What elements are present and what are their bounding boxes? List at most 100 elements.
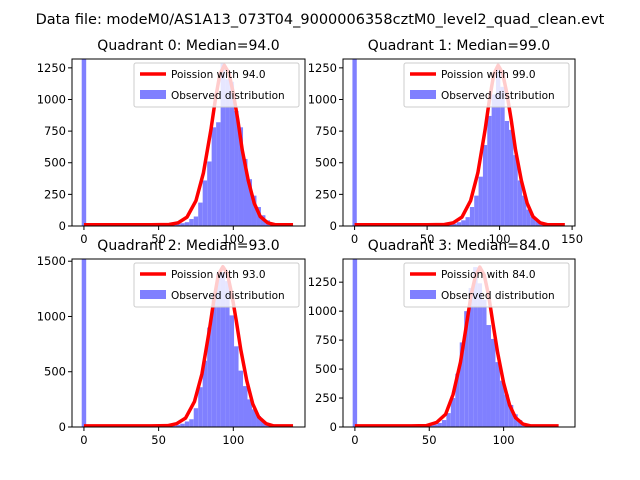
x-tick-label: 150 [561, 232, 583, 246]
histogram-bar [446, 413, 451, 427]
x-tick-label: 0 [80, 232, 87, 246]
y-tick-label: 1000 [308, 304, 337, 318]
histogram-bar [171, 425, 176, 427]
y-tick-label: 500 [44, 156, 66, 170]
y-tick-label: 1000 [37, 309, 66, 323]
histogram-bar [193, 216, 199, 226]
subplot-title: Quadrant 2: Median=93.0 [97, 238, 279, 254]
histogram-bar [452, 223, 457, 226]
histogram-bar [243, 386, 248, 427]
subplot-quadrant-2: Quadrant 2: Median=93.00 50 10005001000150… [37, 238, 306, 447]
histogram-bar [202, 360, 208, 427]
histogram-bar [474, 195, 479, 226]
histogram-bar [517, 180, 523, 226]
histogram-bar [504, 394, 509, 427]
histogram-bar [473, 267, 478, 427]
histogram-bar [175, 224, 181, 226]
y-tick-label: 750 [315, 124, 337, 138]
histogram-bar [482, 299, 487, 427]
histogram-bar [508, 404, 514, 427]
histogram-bar [456, 222, 462, 226]
histogram-bar [482, 145, 488, 226]
legend-label-observed: Observed distribution [441, 90, 555, 102]
histogram-bar [225, 281, 230, 427]
histogram-bar [526, 209, 531, 226]
x-tick-label: 50 [420, 232, 435, 246]
histogram-bar [441, 420, 447, 427]
legend: Poission with 84.0 Observed distribution [403, 262, 570, 308]
legend-label-poisson: Poission with 93.0 [171, 269, 266, 281]
histogram-bar [238, 127, 244, 226]
histogram-bar [189, 219, 194, 226]
histogram-bar [225, 79, 230, 226]
histogram-bar [81, 259, 87, 427]
x-tick-label: 0 [351, 232, 358, 246]
histogram-bar [513, 155, 518, 226]
legend-patch-swatch [410, 90, 436, 99]
histogram-bar [180, 223, 185, 226]
histogram-bar [477, 283, 483, 427]
histogram-bar [478, 176, 483, 226]
subplot-quadrant-3: Quadrant 3: Median=84.00 50 10002505007501… [308, 238, 576, 447]
histogram-bar [495, 362, 500, 427]
histogram-bar [352, 59, 357, 226]
legend: Poission with 99.0 Observed distribution [403, 62, 570, 108]
axes-frame [71, 58, 306, 227]
histogram-bar [180, 423, 185, 427]
histogram-bar [207, 327, 212, 427]
y-tick-label: 500 [44, 365, 66, 379]
y-tick-label: 250 [315, 187, 337, 201]
y-tick-label: 1500 [37, 254, 66, 268]
x-tick-label: 100 [222, 433, 244, 447]
y-tick-label: 500 [315, 362, 337, 376]
histogram-bar [184, 421, 190, 427]
histogram-bar [530, 217, 536, 226]
histogram-bar [234, 110, 239, 226]
histogram-bar [459, 342, 465, 427]
subplot-quadrant-1: Quadrant 1: Median=99.0 0 50 100 150 0 250 500 7… [308, 38, 583, 246]
histogram-bar [175, 424, 181, 427]
x-tick-label: 50 [422, 433, 437, 447]
legend-label-observed: Observed distribution [171, 290, 285, 302]
legend-label-observed: Observed distribution [171, 90, 285, 102]
y-tick-label: 0 [330, 219, 337, 233]
histogram-bar [509, 129, 514, 226]
histogram-bar [450, 398, 456, 427]
legend-patch-swatch [140, 290, 166, 299]
histogram-bar [247, 179, 252, 226]
y-tick-label: 1250 [308, 61, 337, 75]
histogram-bar [220, 272, 226, 427]
histogram-bar [491, 94, 496, 226]
histogram-bar [234, 346, 239, 427]
legend: Poission with 94.0 Observed distribution [133, 62, 300, 108]
histogram-bar [522, 195, 527, 226]
histogram-bar [251, 195, 257, 226]
axes-frame [342, 58, 576, 227]
x-tick-label: 100 [489, 232, 511, 246]
histogram-bar [207, 161, 212, 226]
histogram-bar [229, 81, 235, 226]
figure-suptitle: Data file: modeM0/AS1A13_073T04_90000063… [36, 12, 605, 28]
histogram-bar [193, 408, 199, 427]
y-tick-label: 250 [315, 391, 337, 405]
histogram-bar [432, 424, 438, 427]
histogram-bar [504, 120, 510, 226]
legend-label-poisson: Poission with 94.0 [171, 69, 266, 81]
subplot-title: Quadrant 3: Median=84.0 [368, 238, 550, 254]
histogram-bar [256, 415, 261, 427]
y-tick-label: 750 [315, 333, 337, 347]
histogram-bar [260, 420, 266, 427]
x-tick-label: 100 [222, 232, 244, 246]
subplot-title: Quadrant 1: Median=99.0 [368, 38, 550, 54]
legend: Poission with 93.0 Observed distribution [133, 262, 300, 308]
histogram-bar [243, 158, 248, 226]
legend-patch-swatch [140, 90, 166, 99]
axes-frame [342, 258, 576, 428]
histogram-bar [251, 409, 257, 427]
histogram-bar [486, 325, 491, 427]
legend-frame [133, 62, 300, 108]
histogram-bar [184, 222, 190, 226]
y-tick-label: 1000 [308, 92, 337, 106]
y-tick-label: 1250 [308, 275, 337, 289]
x-tick-label: 50 [151, 232, 166, 246]
